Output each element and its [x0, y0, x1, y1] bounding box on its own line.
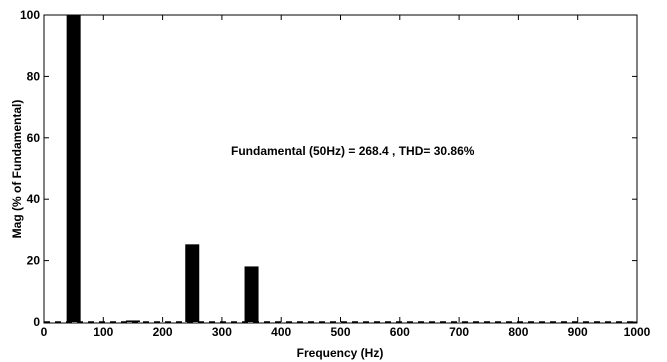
plot-area	[43, 14, 638, 324]
y-axis-ticks: 0 20 40 60 80 100	[20, 8, 637, 329]
x-tick-label: 700	[449, 325, 469, 339]
x-tick-label: 100	[93, 325, 113, 339]
y-tick-label: 0	[33, 315, 40, 329]
x-tick-label: 400	[271, 325, 291, 339]
bars-group	[66, 15, 259, 322]
y-tick-label: 60	[27, 131, 41, 145]
y-tick-label: 100	[20, 8, 40, 22]
x-tick-label: 1000	[624, 325, 651, 339]
y-tick-label: 80	[27, 69, 41, 83]
x-axis-ticks: 0 100 200 300 400 500 600 700 800 900 1000	[41, 15, 651, 339]
bar-250hz	[185, 244, 200, 322]
x-tick-label: 300	[212, 325, 232, 339]
x-tick-label: 0	[41, 325, 48, 339]
y-tick-label: 40	[27, 192, 41, 206]
bar-50hz	[66, 15, 81, 322]
x-axis-title: Frequency (Hz)	[297, 346, 384, 360]
y-tick-label: 20	[27, 254, 41, 268]
y-axis-title: Mag (% of Fundamental)	[10, 100, 24, 239]
bar-150hz	[125, 320, 140, 322]
x-tick-label: 600	[390, 325, 410, 339]
x-tick-label: 900	[568, 325, 588, 339]
annotation-text: Fundamental (50Hz) = 268.4 , THD= 30.86%	[231, 144, 475, 158]
x-tick-label: 200	[153, 325, 173, 339]
bar-350hz	[244, 266, 259, 322]
x-tick-label: 800	[508, 325, 528, 339]
x-tick-label: 500	[330, 325, 350, 339]
